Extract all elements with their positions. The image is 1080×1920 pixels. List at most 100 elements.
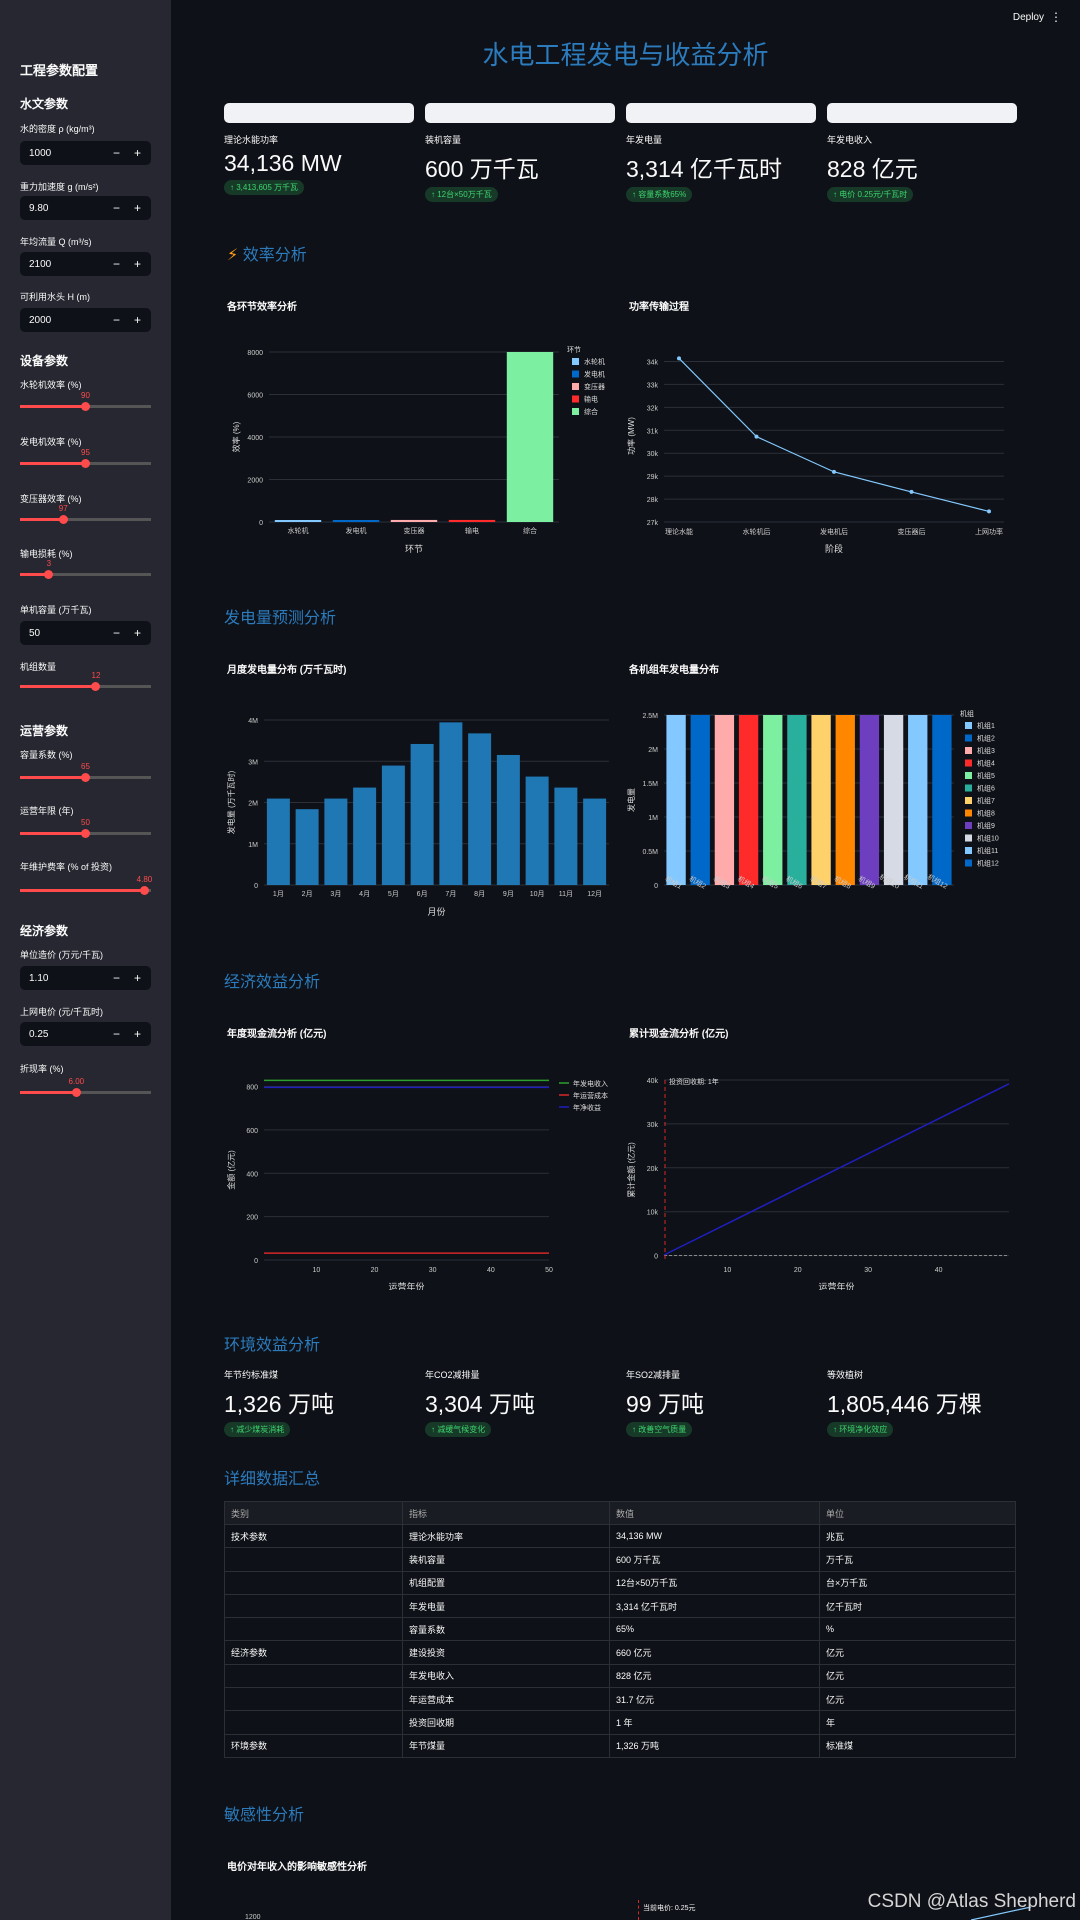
years-slider[interactable]: 50 xyxy=(20,818,151,840)
efficiency-header: ⚡ 效率分析 xyxy=(227,247,307,264)
monthly-chart: 0 1M 2M 3M 4M 月份 发电量 (万千瓦时) 1月 2月 3月 4月 5月 6月 7月 8月 9月 1… xyxy=(226,718,609,917)
table-cell[interactable] xyxy=(224,1547,403,1572)
table-cell[interactable] xyxy=(224,1593,403,1619)
y-tick-label: 2M xyxy=(248,801,258,808)
minus-button[interactable]: − xyxy=(113,201,121,215)
detail-table[interactable]: 类别 指标 数值 单位 技术参数 理论水能功率 34,136 MW 兆瓦装机容量 600… xyxy=(224,1501,1016,1758)
table-cell[interactable]: 3,314 亿千瓦时 xyxy=(609,1593,820,1619)
table-cell[interactable]: 亿元 xyxy=(819,1640,1016,1665)
bar xyxy=(332,519,380,522)
years-label: 运营年限 (年) xyxy=(20,806,74,816)
table-cell[interactable]: 1,326 万吨 xyxy=(609,1733,820,1758)
table-cell[interactable]: 兆瓦 xyxy=(819,1523,1016,1549)
minus-button[interactable]: − xyxy=(113,1027,121,1041)
table-cell[interactable]: 经济参数 xyxy=(224,1640,403,1665)
table-cell[interactable]: 万千瓦 xyxy=(819,1547,1016,1572)
flow-input[interactable]: 2100− + xyxy=(20,252,151,276)
unit-cap-input[interactable]: 50− + xyxy=(20,621,151,645)
slider-thumb[interactable] xyxy=(81,829,90,838)
table-cell[interactable]: 65% xyxy=(609,1617,820,1642)
price-input[interactable]: 0.25− + xyxy=(20,1022,151,1046)
legend-swatch xyxy=(965,859,972,867)
table-cell[interactable] xyxy=(224,1710,403,1735)
slider-thumb[interactable] xyxy=(44,570,54,579)
unit-count-slider[interactable]: 12 xyxy=(20,671,151,693)
table-cell[interactable] xyxy=(224,1687,403,1712)
table-cell[interactable]: 年 xyxy=(819,1710,1016,1735)
minus-button[interactable]: − xyxy=(113,146,121,160)
table-cell[interactable]: 828 亿元 xyxy=(609,1663,820,1689)
table-cell[interactable]: 标准煤 xyxy=(819,1733,1016,1758)
slider-thumb[interactable] xyxy=(81,402,90,411)
trans-eff-slider[interactable]: 97 xyxy=(20,504,151,526)
table-cell[interactable]: 环境参数 xyxy=(224,1733,403,1758)
deploy-button[interactable]: Deploy xyxy=(1012,12,1044,23)
head-input[interactable]: 2000− + xyxy=(20,308,151,332)
legend-item: 机组6 xyxy=(977,784,995,793)
minus-button[interactable]: − xyxy=(113,626,121,640)
table-cell[interactable] xyxy=(224,1617,403,1642)
minus-button[interactable]: − xyxy=(113,971,121,985)
table-cell[interactable]: 亿千瓦时 xyxy=(819,1593,1016,1619)
plus-button[interactable]: + xyxy=(134,313,142,327)
table-cell[interactable]: 1 年 xyxy=(609,1710,820,1735)
slider-thumb[interactable] xyxy=(58,515,68,524)
table-cell[interactable]: 600 万千瓦 xyxy=(609,1547,820,1572)
plus-button[interactable]: + xyxy=(134,201,142,215)
table-cell[interactable]: 技术参数 xyxy=(224,1523,403,1549)
table-cell[interactable]: 投资回收期 xyxy=(402,1710,610,1735)
table-cell[interactable]: 台×万千瓦 xyxy=(819,1570,1016,1595)
table-cell[interactable]: 年节煤量 xyxy=(402,1733,610,1758)
slider-thumb[interactable] xyxy=(81,459,90,468)
kebab-icon[interactable]: ⋮ xyxy=(1050,10,1062,24)
table-header[interactable]: 类别 xyxy=(224,1501,403,1525)
y-tick-label: 1M xyxy=(648,815,658,822)
table-cell[interactable]: 年发电量 xyxy=(402,1593,610,1619)
table-header[interactable]: 单位 xyxy=(819,1501,1016,1525)
table-cell[interactable] xyxy=(224,1570,403,1595)
plus-button[interactable]: + xyxy=(134,146,142,160)
table-cell[interactable]: 装机容量 xyxy=(402,1547,610,1572)
slider-thumb[interactable] xyxy=(81,773,90,782)
slider-thumb[interactable] xyxy=(71,1088,81,1097)
table-cell[interactable]: 年发电收入 xyxy=(402,1663,610,1689)
gen-eff-slider[interactable]: 95 xyxy=(20,448,151,470)
plus-button[interactable]: + xyxy=(134,626,142,640)
minus-button[interactable]: − xyxy=(113,313,121,327)
table-cell[interactable]: 理论水能功率 xyxy=(402,1523,610,1549)
slider-thumb[interactable] xyxy=(91,682,101,691)
table-cell[interactable]: 亿元 xyxy=(819,1663,1016,1689)
discount-slider[interactable]: 6.00 xyxy=(20,1077,151,1099)
y-tick-label: 40k xyxy=(647,1078,659,1085)
table-cell[interactable]: 亿元 xyxy=(819,1687,1016,1712)
table-cell[interactable]: % xyxy=(819,1617,1016,1642)
turbine-eff-slider[interactable]: 90 xyxy=(20,391,151,413)
x-tick-label: 水轮机 xyxy=(288,526,309,535)
plus-button[interactable]: + xyxy=(134,1027,142,1041)
bar xyxy=(811,715,831,885)
plus-button[interactable]: + xyxy=(134,971,142,985)
table-cell[interactable]: 34,136 MW xyxy=(609,1523,820,1549)
metric-installed-capacity: 装机容量 600 万千瓦 ↑ 12台×50万千瓦 xyxy=(425,133,539,202)
unit-cost-input[interactable]: 1.10− + xyxy=(20,966,151,990)
table-header[interactable]: 指标 xyxy=(402,1501,610,1525)
table-cell[interactable]: 年运营成本 xyxy=(402,1687,610,1712)
table-cell[interactable]: 660 亿元 xyxy=(609,1640,820,1665)
table-cell[interactable] xyxy=(224,1663,403,1689)
capacity-factor-slider[interactable]: 65 xyxy=(20,762,151,784)
table-cell[interactable]: 机组配置 xyxy=(402,1570,610,1595)
minus-button[interactable]: − xyxy=(113,257,121,271)
plus-button[interactable]: + xyxy=(134,257,142,271)
table-header[interactable]: 数值 xyxy=(609,1501,820,1525)
maint-rate-slider[interactable]: 4.80 xyxy=(20,875,152,897)
legend-item: 机组7 xyxy=(977,796,995,805)
table-cell[interactable]: 31.7 亿元 xyxy=(609,1687,820,1712)
table-cell[interactable]: 容量系数 xyxy=(402,1617,610,1642)
y-tick-label: 31k xyxy=(647,428,659,435)
table-cell[interactable]: 建设投资 xyxy=(402,1640,610,1665)
slider-thumb[interactable] xyxy=(139,886,149,895)
density-input[interactable]: 1000− + xyxy=(20,141,151,165)
gravity-input[interactable]: 9.80− + xyxy=(20,196,151,220)
line-loss-slider[interactable]: 3 xyxy=(20,559,151,581)
table-cell[interactable]: 12台×50万千瓦 xyxy=(609,1570,820,1595)
